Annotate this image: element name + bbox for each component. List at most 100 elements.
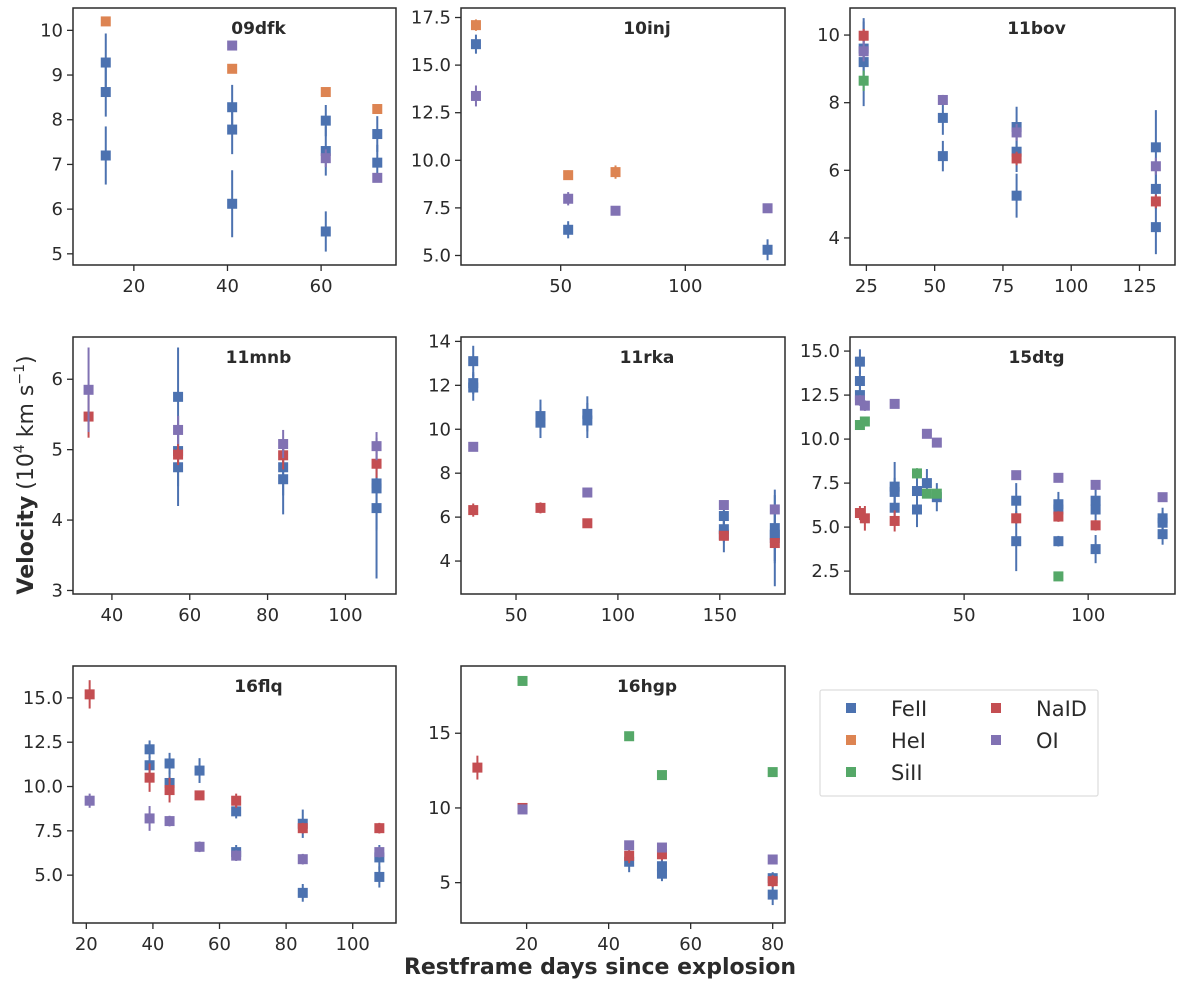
axes-frame xyxy=(460,665,786,924)
point-hei xyxy=(610,167,621,178)
point-feii xyxy=(227,198,238,209)
subplot-11mnb: 3 4 5 6 40 60 80 100 11mnb xyxy=(52,336,397,626)
y-tick-label: 17.5 xyxy=(411,8,451,29)
y-tick-label: 15 xyxy=(428,723,451,744)
point-feii xyxy=(937,112,948,123)
point-feii xyxy=(468,382,479,393)
point-oi xyxy=(1011,127,1022,138)
point-feii xyxy=(889,502,900,513)
subplot-title: 15dtg xyxy=(1008,348,1064,368)
y-tick-label: 10 xyxy=(428,798,451,819)
x-tick-label: 20 xyxy=(122,276,145,297)
point-feii xyxy=(889,486,900,497)
legend-marker-oi xyxy=(991,735,1001,745)
point-naid xyxy=(656,849,667,860)
subplot-16flq: 5.0 7.5 10.0 12.5 15.0 20 40 60 80 100 16flq xyxy=(23,665,397,955)
point-feii xyxy=(1090,544,1101,555)
x-tick-label: 100 xyxy=(1054,276,1088,297)
point-feii xyxy=(1150,183,1161,194)
axes-frame xyxy=(460,336,786,595)
y-tick-label: 5 xyxy=(52,244,63,265)
axes-frame xyxy=(72,336,397,595)
point-hei xyxy=(372,104,383,115)
point-naid xyxy=(535,502,546,513)
point-siii xyxy=(911,468,922,479)
point-naid xyxy=(144,772,155,783)
x-tick-label: 40 xyxy=(597,934,620,955)
y-axis-label-units2: km s xyxy=(14,385,39,445)
point-oi xyxy=(278,439,289,450)
y-tick-label: 12.5 xyxy=(411,103,451,124)
legend-label-siii: SiII xyxy=(891,761,923,785)
point-siii xyxy=(517,675,528,686)
point-feii xyxy=(1011,536,1022,547)
subplot-10inj: 5.0 7.5 10.0 12.5 15.0 17.5 50 100 10inj xyxy=(411,7,786,297)
y-tick-label: 4 xyxy=(52,510,63,531)
point-naid xyxy=(767,876,778,887)
point-feii xyxy=(1011,495,1022,506)
legend-marker-naid xyxy=(991,703,1001,713)
y-tick-label: 5 xyxy=(52,440,63,461)
point-oi xyxy=(320,153,331,164)
point-oi xyxy=(470,90,481,101)
point-oi xyxy=(371,441,382,452)
point-oi xyxy=(762,203,773,214)
point-oi xyxy=(854,395,865,406)
point-feii xyxy=(231,806,242,817)
y-tick-label: 10.0 xyxy=(800,429,840,450)
point-feii xyxy=(297,887,308,898)
point-naid xyxy=(173,449,184,460)
y-tick-label: 4 xyxy=(440,551,451,572)
y-axis-label-close: ) xyxy=(14,355,39,364)
point-oi xyxy=(1150,161,1161,172)
y-tick-label: 10 xyxy=(817,25,840,46)
point-oi xyxy=(144,813,155,824)
axes-frame xyxy=(460,7,786,266)
x-tick-label: 50 xyxy=(923,276,946,297)
x-tick-label: 80 xyxy=(761,934,784,955)
point-feii xyxy=(372,129,383,140)
point-feii xyxy=(320,226,331,237)
point-siii xyxy=(859,416,870,427)
point-feii xyxy=(911,486,922,497)
point-oi xyxy=(372,172,383,183)
point-oi xyxy=(767,854,778,865)
x-tick-label: 20 xyxy=(75,934,98,955)
y-tick-label: 5.0 xyxy=(34,865,63,886)
point-oi xyxy=(297,854,308,865)
point-feii xyxy=(164,758,175,769)
y-tick-label: 7.5 xyxy=(34,821,63,842)
point-feii xyxy=(173,391,184,402)
y-tick-label: 4 xyxy=(829,228,840,249)
point-oi xyxy=(582,487,593,498)
point-siii xyxy=(921,488,932,499)
x-tick-label: 100 xyxy=(1071,605,1105,626)
point-naid xyxy=(859,513,870,524)
x-tick-label: 80 xyxy=(256,605,279,626)
point-feii xyxy=(1150,222,1161,233)
point-naid xyxy=(1090,520,1101,531)
point-feii xyxy=(227,124,238,135)
point-naid xyxy=(374,823,385,834)
y-tick-label: 15.0 xyxy=(800,341,840,362)
axes-frame xyxy=(72,665,397,924)
y-tick-label: 6 xyxy=(52,369,63,390)
point-feii xyxy=(656,868,667,879)
point-feii xyxy=(100,87,111,98)
y-tick-label: 10 xyxy=(40,20,63,41)
point-naid xyxy=(297,823,308,834)
point-feii xyxy=(371,503,382,514)
point-oi xyxy=(227,40,238,51)
point-oi xyxy=(610,205,621,216)
y-tick-label: 8 xyxy=(52,110,63,131)
point-naid xyxy=(582,518,593,529)
point-feii xyxy=(1150,142,1161,153)
x-tick-label: 150 xyxy=(703,605,737,626)
point-naid xyxy=(164,785,175,796)
subplot-title: 09dfk xyxy=(231,19,286,39)
point-oi xyxy=(859,400,870,411)
point-feii xyxy=(762,244,773,255)
point-oi xyxy=(517,804,528,815)
point-oi xyxy=(231,850,242,861)
